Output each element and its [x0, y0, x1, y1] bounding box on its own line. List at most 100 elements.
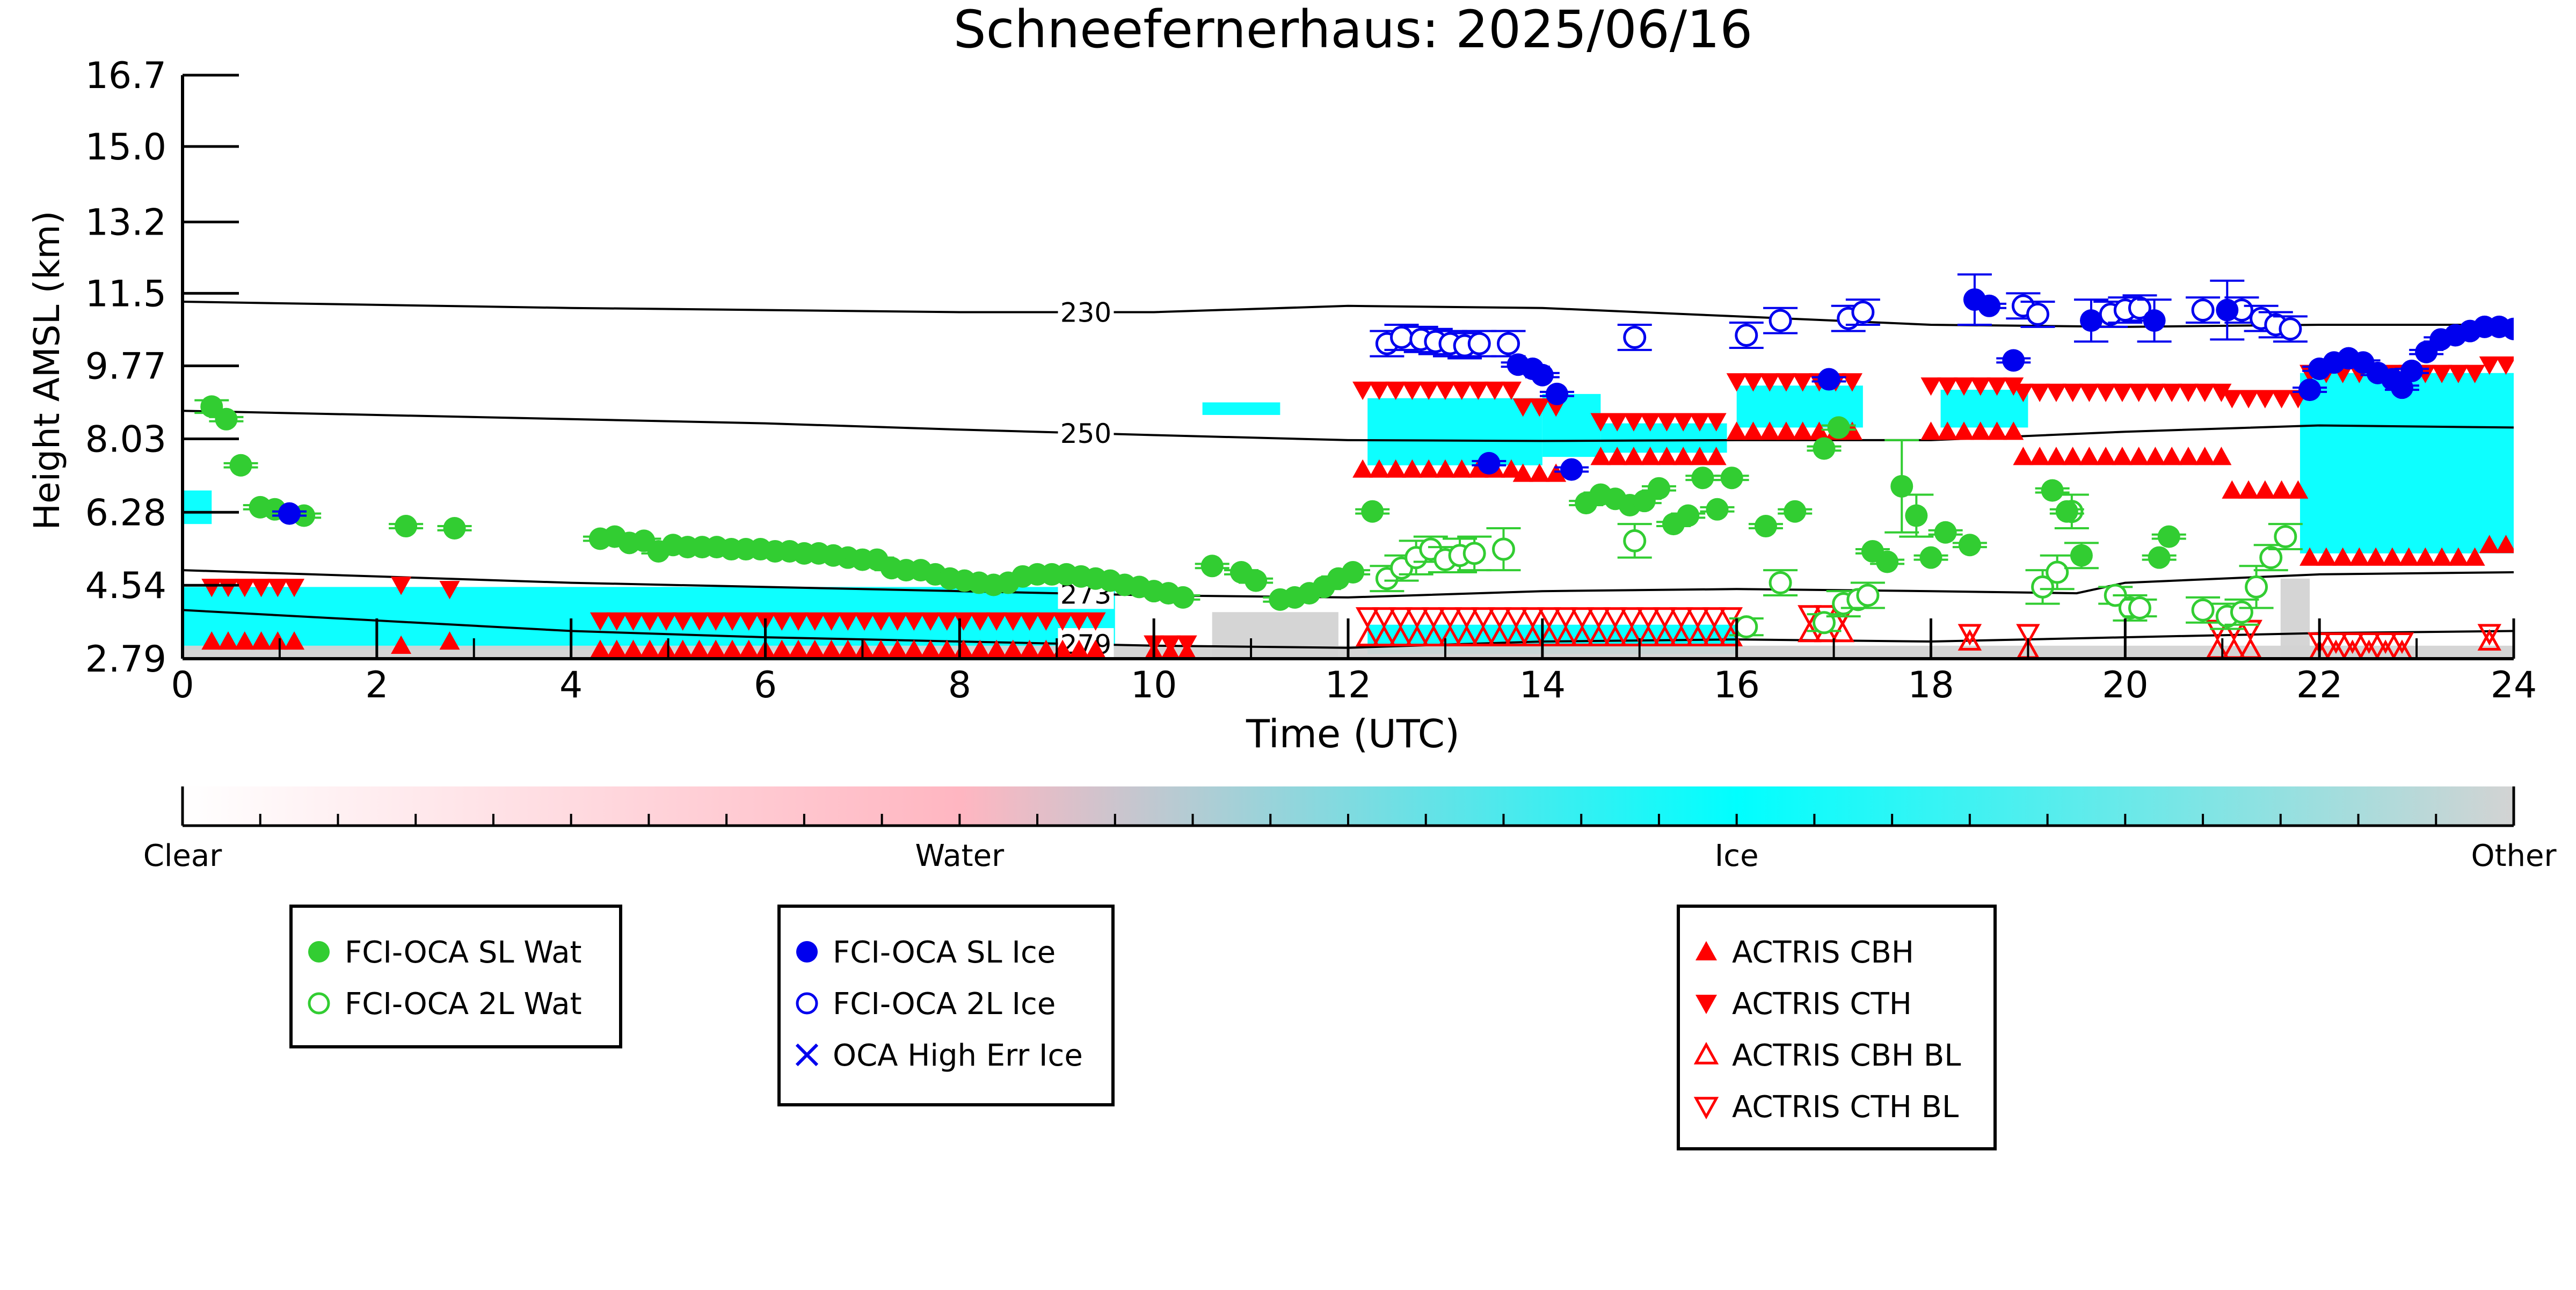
actris-cth-marker [970, 612, 991, 631]
actris-cth-marker [887, 612, 908, 631]
actris-cbh-bl-marker [2341, 639, 2363, 659]
fci-oca-sl-wat-point [1813, 437, 1836, 460]
actris-cth-marker [1369, 381, 1389, 400]
actris-cbh-marker [705, 639, 726, 658]
actris-cbh-bl-marker [1570, 624, 1595, 647]
actris-cbh-marker [1970, 421, 1991, 440]
actris-cbh-marker [1546, 463, 1567, 482]
actris-cbh-marker [201, 631, 222, 650]
actris-cth-marker [201, 579, 222, 597]
actris-cth-marker [2062, 383, 2083, 402]
colorbar-label: Ice [1715, 839, 1759, 873]
actris-cth-marker [2479, 356, 2500, 375]
legend-label: ACTRIS CTH BL [1732, 1090, 1959, 1125]
actris-cbh-bl-marker [1487, 624, 1512, 647]
actris-cbh-marker [2145, 447, 2166, 465]
actris-cbh-marker [2162, 447, 2182, 465]
fci-oca-sl-wat-point [1171, 586, 1195, 609]
actris-cbh-bl-marker [1355, 624, 1380, 647]
actris-cth-marker [2079, 383, 2100, 402]
actris-cbh-marker [1689, 447, 1710, 465]
actris-cbh-marker [920, 639, 941, 658]
actris-cbh-bl-marker [1372, 624, 1396, 647]
actris-cth-marker [1792, 373, 1813, 392]
y-tick-label: 6.28 [85, 492, 166, 534]
actris-cth-marker [920, 612, 941, 631]
actris-cth-marker [2128, 383, 2149, 402]
actris-cbh-marker [2046, 447, 2066, 465]
actris-cth-marker [904, 612, 925, 631]
y-tick-label: 8.03 [85, 419, 166, 461]
fci-oca-sl-wat-point [1754, 515, 1777, 538]
actris-cth-bl-marker [1504, 607, 1529, 629]
actris-cth-marker [1085, 612, 1106, 631]
actris-cth-bl-marker [2324, 632, 2348, 654]
actris-cth-marker [623, 612, 644, 631]
fci-oca-sl-wat-point [1677, 504, 1700, 527]
actris-cbh-marker [722, 639, 743, 658]
actris-cth-marker [1501, 381, 1522, 400]
actris-cth-marker [2095, 383, 2116, 402]
chart-title: Schneefernerhaus: 2025/06/16 [954, 0, 1753, 60]
actris-cbh-marker [2415, 547, 2436, 566]
actris-cbh-bl-marker [1520, 624, 1545, 647]
actris-cbh-marker [1002, 639, 1023, 658]
isotherm-230-label: 230 [1060, 297, 1111, 329]
legend-marker [795, 1043, 819, 1067]
fci-oca-sl-ice-point [2400, 359, 2424, 382]
actris-cbh-marker [2238, 480, 2259, 499]
actris-cbh-marker [623, 639, 644, 658]
actris-cth-marker [2495, 356, 2514, 375]
actris-cth-marker [1743, 373, 1764, 392]
actris-cth-marker [1068, 612, 1089, 631]
actris-cbh-bl-marker [2325, 639, 2347, 659]
actris-cbh-marker [838, 639, 858, 658]
actris-cbh-marker [1019, 639, 1040, 658]
actris-cth-marker [1759, 373, 1780, 392]
legend-label: OCA High Err Ice [833, 1038, 1083, 1073]
fci-oca-2l-wat-point [2274, 525, 2297, 549]
actris-cbh-marker [1809, 421, 1830, 440]
actris-cth-marker [821, 612, 842, 631]
actris-cth-marker [1036, 612, 1057, 631]
actris-cth-bl-marker [1570, 607, 1595, 629]
actris-cbh-marker [870, 639, 891, 658]
legend: FCI-OCA SL Wat FCI-OCA 2L Wat FCI-OCA SL I… [289, 905, 1997, 1150]
legend-label: ACTRIS CBH [1732, 935, 1914, 970]
actris-cbh-marker [887, 639, 908, 658]
fci-oca-2l-wat-point [2191, 598, 2215, 622]
actris-cth-marker [1451, 381, 1472, 400]
fci-oca-sl-wat-point [1720, 467, 1743, 490]
fci-oca-sl-wat-point [1342, 561, 1365, 584]
actris-cth-marker [804, 612, 825, 631]
actris-cbh-marker [1623, 447, 1644, 465]
actris-cth-marker [1512, 398, 1533, 417]
isotherm-250-line [183, 410, 2514, 442]
actris-cbh-marker [2432, 547, 2453, 566]
fci-oca-2l-ice-point [2128, 296, 2151, 320]
actris-cbh-marker [2495, 535, 2514, 553]
actris-cth-marker [870, 612, 891, 631]
actris-cbh-bl-marker [1669, 624, 1693, 647]
fci-oca-sl-wat-point [1958, 534, 1981, 557]
actris-cbh-marker [1352, 459, 1373, 478]
actris-cth-bl-marker [1554, 607, 1578, 629]
legend-marker [1695, 995, 1717, 1014]
actris-cth-marker [2254, 390, 2275, 409]
actris-cbh-marker [1920, 421, 1941, 440]
cloud-field-ice-5 [1600, 423, 1727, 453]
fci-oca-sl-wat-point [2148, 546, 2171, 569]
actris-cth-marker [1623, 413, 1644, 432]
fci-oca-sl-wat-point [215, 407, 238, 431]
fci-oca-sl-ice-point [1545, 382, 1568, 405]
actris-cbh-marker [1385, 459, 1406, 478]
actris-cth-marker [2432, 365, 2453, 383]
legend-label: ACTRIS CTH [1732, 987, 1912, 1022]
fci-oca-2l-wat-point [2230, 600, 2253, 624]
colorbar-label: Clear [143, 839, 222, 873]
actris-cbh-marker [590, 639, 610, 658]
actris-cth-marker [1402, 381, 1423, 400]
actris-cbh-bl-marker [1603, 624, 1627, 647]
actris-cth-marker [1640, 413, 1661, 432]
